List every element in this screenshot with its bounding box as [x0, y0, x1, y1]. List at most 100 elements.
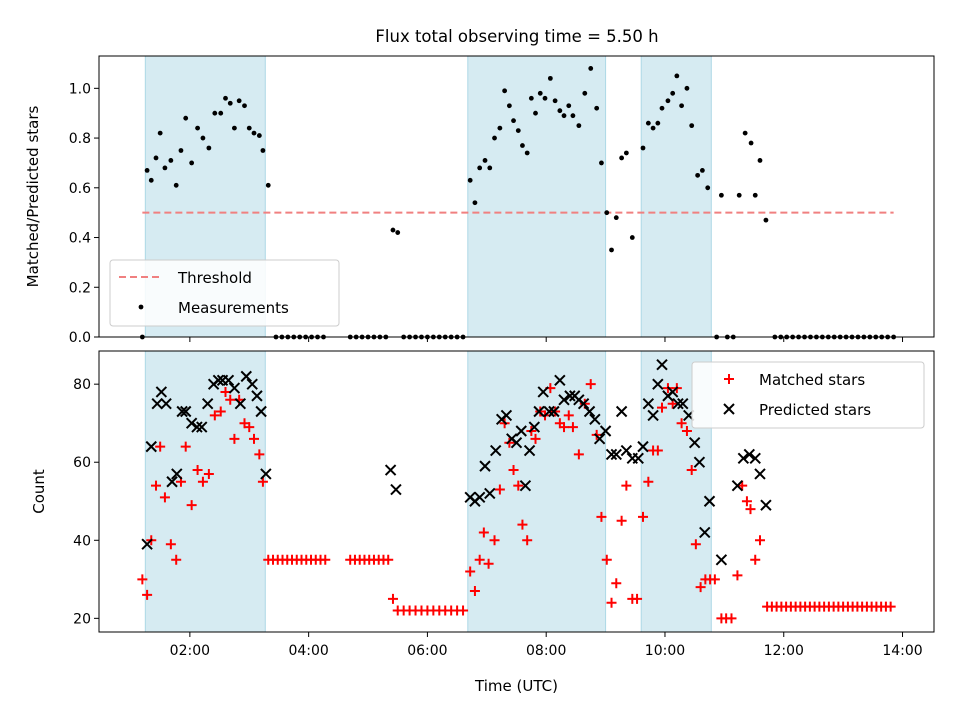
measurement-point	[695, 172, 701, 178]
matched-star-point	[657, 402, 668, 413]
matched-star-point	[513, 480, 524, 491]
measurement-point	[487, 165, 493, 171]
top-x-ticks	[189, 337, 904, 342]
measurement-point	[148, 177, 154, 183]
measurement-point	[552, 98, 558, 104]
matched-star-point	[465, 566, 476, 577]
legend-predicted-swatch	[723, 403, 735, 415]
y-tick-label: 40	[73, 533, 91, 549]
predicted-star-point	[666, 386, 679, 398]
measurement-point	[497, 125, 503, 131]
predicted-star-point	[523, 444, 536, 457]
predicted-star-point	[484, 487, 496, 500]
measurement-point	[705, 185, 711, 191]
matched-star-point	[254, 449, 265, 460]
predicted-star-point	[731, 479, 744, 492]
matched-star-point	[244, 422, 255, 433]
bottom-plot-frame	[98, 350, 935, 633]
measurement-point	[570, 113, 576, 119]
matched-star-point	[681, 426, 692, 437]
predicted-star-point	[672, 397, 684, 410]
measurement-point	[395, 230, 401, 235]
predicted-star-point	[652, 378, 664, 390]
predicted-star-point	[688, 437, 701, 449]
measurement-point	[623, 150, 629, 156]
predicted-star-point	[155, 386, 168, 398]
predicted-star-point	[605, 448, 618, 461]
predicted-star-point	[171, 468, 183, 480]
matched-star-point	[745, 504, 756, 515]
predicted-star-point	[548, 405, 560, 418]
matched-star-point	[517, 519, 528, 530]
y-tick-label: 0.6	[69, 181, 91, 197]
predicted-star-point	[656, 358, 668, 371]
predicted-star-point	[246, 378, 258, 390]
matched-star-point	[611, 578, 622, 589]
measurement-point	[594, 105, 600, 111]
legend-matched-label: Matched stars	[759, 371, 865, 389]
predicted-star-point	[160, 397, 172, 410]
measurement-point	[223, 95, 228, 101]
predicted-star-point	[179, 405, 192, 418]
matched-star-point	[155, 441, 166, 452]
measurement-point	[390, 227, 396, 233]
matched-star-point	[474, 554, 485, 565]
matched-star-point	[885, 601, 896, 612]
matched-star-point	[229, 433, 240, 444]
predicted-star-point	[533, 405, 545, 418]
matched-star-point	[573, 449, 584, 460]
measurement-point	[482, 158, 488, 163]
predicted-star-point	[610, 448, 622, 461]
measurement-point	[157, 130, 163, 136]
matched-star-point	[563, 410, 574, 421]
predicted-star-point	[743, 448, 756, 461]
matched-star-point	[197, 476, 208, 487]
measurement-point	[520, 143, 525, 148]
measurement-point	[582, 90, 588, 96]
predicted-star-point	[251, 390, 263, 402]
measurement-point	[748, 140, 754, 146]
matched-star-point	[192, 465, 203, 476]
matched-star-point	[652, 445, 663, 456]
matched-star-point	[151, 480, 162, 491]
matched-star-point	[530, 433, 541, 444]
legend-measurements-swatch	[138, 304, 144, 310]
matched-star-point	[469, 586, 480, 597]
legend-measurements-label: Measurements	[178, 299, 289, 317]
predicted-star-point	[537, 386, 549, 398]
measurement-point	[246, 125, 252, 131]
predicted-star-point	[699, 526, 711, 539]
predicted-star-point	[647, 409, 659, 422]
x-tick-label: 12:00	[764, 643, 804, 659]
measurement-point	[195, 125, 200, 131]
matched-star-point	[606, 597, 617, 608]
measurement-point	[212, 110, 218, 116]
measurement-point	[528, 95, 534, 101]
measurement-point	[665, 98, 671, 104]
shaded-interval	[144, 350, 266, 633]
measurement-point	[472, 200, 478, 206]
predicted-star-point	[715, 554, 728, 566]
predicted-star-point	[754, 468, 766, 480]
measurement-point	[206, 145, 212, 151]
matched-star-point	[737, 480, 748, 491]
predicted-star-point	[240, 370, 252, 383]
matched-star-point	[754, 535, 765, 546]
measurements-points	[139, 66, 897, 340]
measurement-point	[576, 123, 582, 129]
predicted-star-point	[632, 452, 644, 465]
predicted-star-point	[228, 382, 241, 394]
bottom-legend: Matched stars Predicted stars	[691, 361, 925, 429]
measurement-point	[236, 98, 242, 104]
measurement-point	[640, 145, 646, 151]
matched-star-point	[494, 484, 505, 495]
matched-star-point	[209, 410, 220, 421]
shaded-interval	[467, 55, 607, 338]
matched-star-point	[637, 511, 648, 522]
matched-star-point	[257, 476, 268, 487]
legend-matched-swatch	[724, 374, 734, 384]
predicted-star-point	[519, 479, 532, 492]
measurement-point	[200, 135, 206, 141]
bottom-shaded-intervals	[144, 350, 712, 633]
measurement-point	[679, 103, 684, 109]
